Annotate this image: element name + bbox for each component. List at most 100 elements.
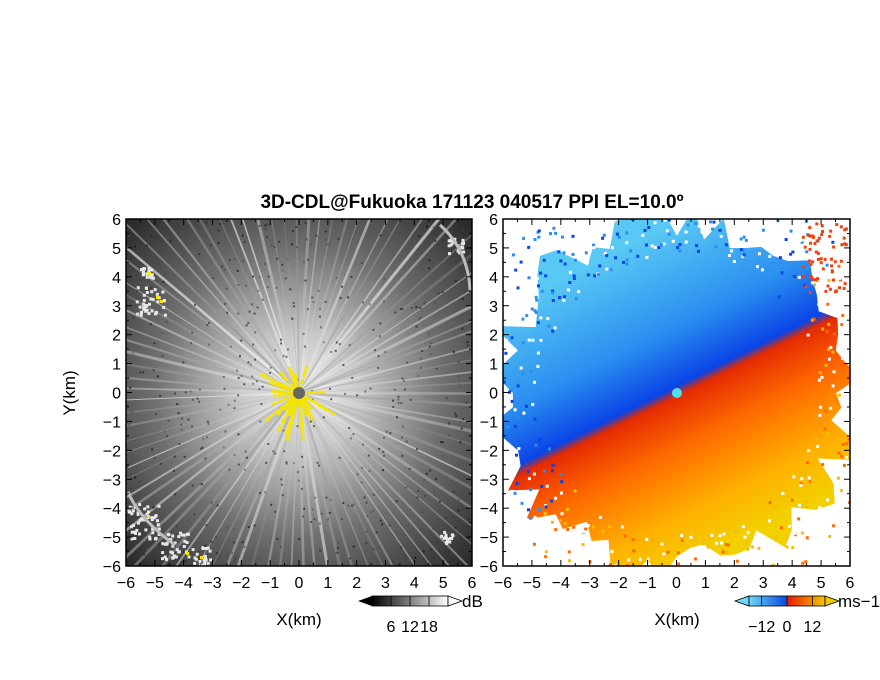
snr-flagged-gate: [283, 393, 287, 397]
velocity-gap: [621, 593, 624, 596]
velocity-gap: [815, 522, 819, 526]
x-tick-label: −5: [146, 575, 164, 592]
snr-noise-gate: [469, 561, 472, 563]
snr-flagged-gate: [267, 376, 271, 380]
velocity-gap: [749, 554, 752, 557]
snr-noise-gate: [132, 352, 134, 355]
velocity-gate: [780, 271, 784, 275]
snr-clutter-gate: [204, 557, 207, 561]
velocity-gate: [805, 461, 809, 465]
snr-flagged-gate: [273, 389, 277, 393]
x-tick-label: 2: [730, 575, 739, 592]
snr-noise-gate: [298, 479, 300, 482]
velocity-gate: [856, 269, 859, 272]
snr-flagged-gate: [277, 393, 281, 397]
velocity-gate: [847, 437, 850, 441]
snr-noise-gate: [430, 342, 433, 344]
snr-noise-gate: [240, 374, 243, 377]
snr-noise-gate: [452, 516, 455, 519]
snr-noise-gate: [126, 405, 129, 408]
velocity-gap: [689, 535, 693, 539]
snr-noise-gate: [261, 385, 264, 388]
velocity-gate: [499, 435, 502, 438]
velocity-gate: [839, 259, 843, 263]
snr-noise-gate: [353, 503, 355, 506]
velocity-gate: [792, 275, 796, 278]
velocity-gate: [525, 404, 528, 408]
snr-noise-gate: [431, 220, 434, 223]
velocity-gate: [591, 525, 595, 529]
y-tick-label: 1: [112, 357, 121, 374]
snr-noise-gate: [466, 278, 469, 281]
velocity-gate: [777, 492, 781, 496]
velocity-gap: [602, 545, 606, 549]
velocity-gate: [543, 469, 547, 473]
velocity-gap: [598, 516, 602, 519]
velocity-gate: [865, 500, 868, 503]
snr-noise-gate: [326, 243, 328, 246]
snr-flagged-gate: [273, 379, 276, 383]
snr-clutter-gate: [173, 541, 177, 545]
velocity-gap: [553, 326, 557, 330]
snr-flagged-gate: [276, 412, 280, 416]
velocity-gate: [821, 267, 825, 271]
snr-noise-gate: [461, 327, 464, 330]
snr-spoke: [126, 363, 300, 395]
x-tick-label: 4: [788, 575, 797, 592]
snr-clutter-gate: [154, 312, 158, 316]
snr-spoke: [126, 293, 300, 394]
y-tick-label: −1: [480, 414, 498, 431]
velocity-gap: [599, 222, 603, 226]
snr-flagged-gate: [265, 375, 269, 379]
velocity-gap: [725, 592, 728, 595]
snr-noise-gate: [401, 454, 404, 457]
snr-noise-gate: [209, 244, 212, 247]
snr-clutter-gate: [145, 272, 149, 276]
snr-spoke: [126, 392, 300, 442]
snr-noise-gate: [243, 240, 246, 243]
snr-noise-gate: [233, 528, 236, 531]
snr-noise-gate: [401, 308, 404, 311]
snr-noise-gate: [202, 437, 205, 440]
snr-noise-gate: [468, 517, 471, 520]
x-tick-label: −2: [610, 575, 628, 592]
snr-noise-gate: [257, 289, 260, 292]
velocity-gate: [808, 291, 812, 295]
snr-noise-gate: [470, 416, 472, 419]
snr-noise-gate: [174, 275, 177, 277]
snr-flagged-gate: [290, 372, 294, 376]
snr-clutter-gate: [161, 551, 165, 555]
velocity-gate: [539, 271, 543, 275]
snr-flagged-gate: [278, 382, 282, 386]
velocity-gap: [739, 240, 743, 243]
snr-noise-gate: [304, 345, 307, 348]
snr-spoke: [297, 392, 329, 566]
snr-clutter-gate: [172, 554, 176, 558]
snr-colorbar-ticks: 6 12 18: [387, 596, 438, 636]
velocity-gap: [801, 220, 805, 224]
velocity-gap: [768, 254, 772, 258]
snr-noise-gate: [365, 501, 368, 504]
velocity-gap: [853, 473, 856, 476]
snr-flagged-gate: [298, 398, 302, 402]
velocity-gap: [560, 532, 564, 536]
snr-flagged-gate: [148, 272, 151, 275]
snr-spoke: [298, 219, 334, 394]
snr-flagged-gate: [292, 396, 296, 399]
snr-noise-gate: [448, 551, 450, 553]
snr-spoke: [283, 219, 300, 394]
y-tick-label: 0: [489, 386, 498, 403]
velocity-gate: [815, 278, 819, 282]
velocity-gate: [820, 233, 824, 237]
velocity-gap: [559, 491, 563, 495]
snr-spoke: [298, 381, 472, 394]
snr-noise-gate: [237, 312, 240, 315]
snr-clutter-gate: [456, 249, 460, 253]
velocity-gate: [868, 298, 871, 301]
snr-noise-gate: [458, 383, 461, 386]
velocity-gate: [832, 245, 836, 249]
velocity-gate: [725, 550, 729, 554]
snr-noise-gate: [462, 418, 465, 421]
snr-noise-gate: [433, 301, 436, 304]
velocity-gate: [701, 542, 705, 546]
